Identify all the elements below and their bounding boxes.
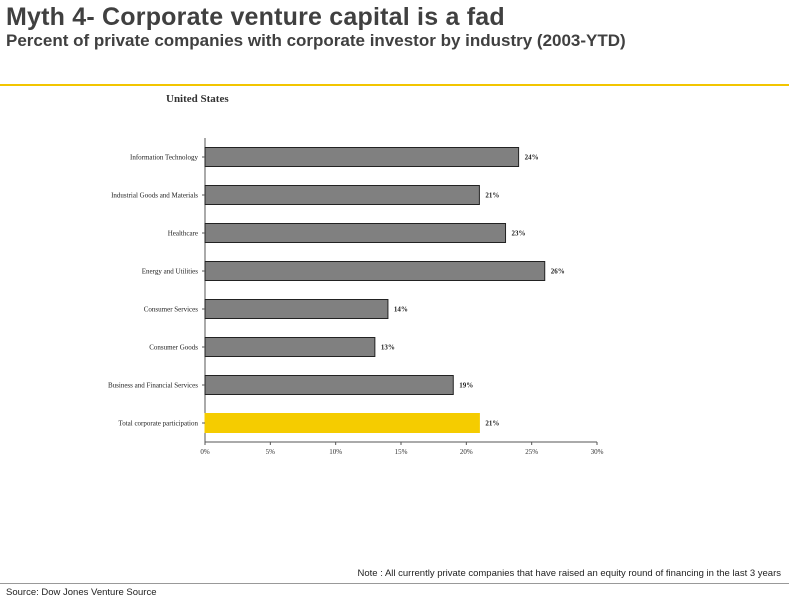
category-label: Information Technology	[130, 154, 199, 162]
category-label: Healthcare	[168, 230, 198, 238]
bar	[204, 413, 480, 433]
x-tick-label: 25%	[525, 448, 538, 456]
bar	[204, 299, 389, 319]
slide-title: Myth 4- Corporate venture capital is a f…	[6, 3, 505, 31]
value-label: 26%	[551, 268, 565, 276]
bar	[204, 147, 520, 167]
footer-divider	[0, 583, 789, 584]
category-label: Consumer Services	[144, 306, 199, 314]
value-label: 13%	[381, 344, 395, 352]
category-label: Energy and Utilities	[142, 268, 199, 276]
value-label: 24%	[525, 154, 539, 162]
x-tick-label: 0%	[200, 448, 210, 456]
category-label: Business and Financial Services	[108, 382, 198, 390]
value-label: 19%	[459, 382, 473, 390]
value-label: 14%	[394, 306, 408, 314]
x-tick-label: 30%	[591, 448, 604, 456]
bar	[204, 337, 376, 357]
value-label: 21%	[485, 420, 499, 428]
bar	[204, 223, 507, 243]
category-label: Total corporate participation	[118, 420, 198, 428]
x-tick-label: 10%	[329, 448, 342, 456]
x-tick-label: 20%	[460, 448, 473, 456]
category-label: Industrial Goods and Materials	[111, 192, 198, 200]
header-divider	[0, 84, 789, 86]
x-tick-label: 15%	[395, 448, 408, 456]
bar	[204, 375, 454, 395]
source-line: Source: Dow Jones Venture Source	[6, 587, 157, 598]
slide-subtitle: Percent of private companies with corpor…	[6, 31, 626, 50]
value-label: 23%	[512, 230, 526, 238]
logo-fragment-icon	[666, 592, 756, 600]
footnote: Note : All currently private companies t…	[357, 568, 781, 579]
bar	[204, 261, 546, 281]
chart-title: United States	[166, 93, 229, 105]
bar	[204, 185, 480, 205]
value-label: 21%	[485, 192, 499, 200]
category-label: Consumer Goods	[149, 344, 198, 352]
x-tick-label: 5%	[266, 448, 276, 456]
